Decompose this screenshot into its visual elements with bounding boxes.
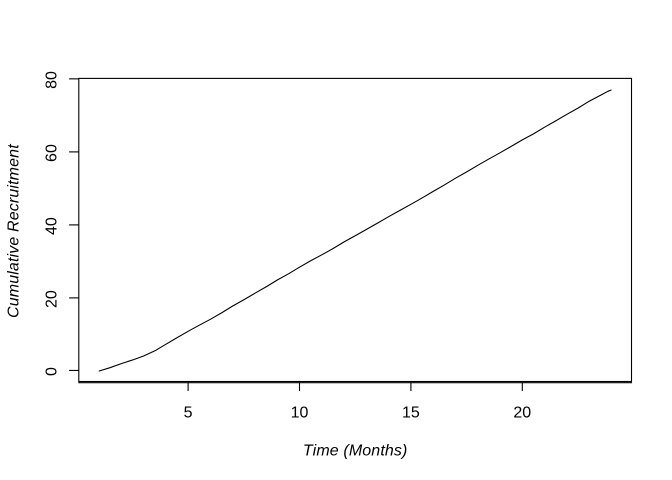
svg-text:15: 15 (402, 404, 420, 421)
svg-text:80: 80 (43, 71, 60, 89)
svg-text:20: 20 (43, 290, 60, 308)
svg-text:0: 0 (43, 367, 60, 376)
svg-text:20: 20 (513, 404, 531, 421)
svg-text:40: 40 (43, 217, 60, 235)
svg-text:10: 10 (291, 404, 309, 421)
svg-text:Time (Months): Time (Months) (303, 442, 408, 459)
svg-text:5: 5 (184, 404, 193, 421)
svg-text:Cumulative Recruitment: Cumulative Recruitment (6, 144, 23, 318)
svg-text:60: 60 (43, 144, 60, 162)
